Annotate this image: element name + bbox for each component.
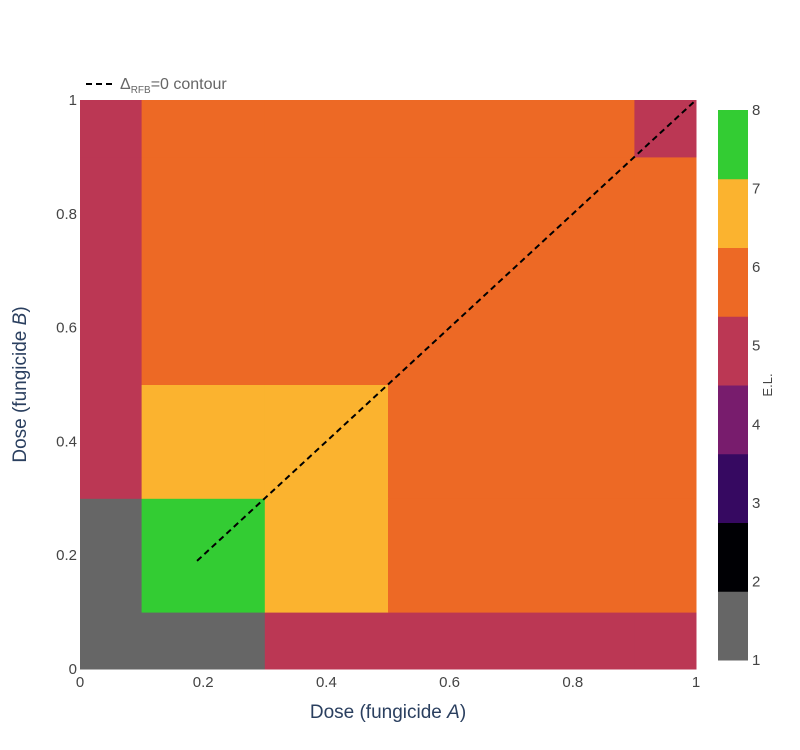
heatmap-cell bbox=[388, 100, 635, 158]
heatmap-cell bbox=[80, 384, 143, 499]
x-axis-ticks: 0 0.2 0.4 0.6 0.8 1 bbox=[76, 674, 700, 691]
x-tick-label: 1 bbox=[692, 674, 700, 691]
colorbar-tick-label: 2 bbox=[752, 573, 760, 590]
contour-line bbox=[196, 99, 697, 562]
heatmap-cell bbox=[80, 156, 143, 385]
heatmap-cell bbox=[264, 156, 389, 385]
x-tick-label: 0.6 bbox=[439, 674, 460, 691]
heatmap-cell bbox=[141, 100, 266, 158]
colorbar-tick-label: 4 bbox=[752, 416, 760, 433]
colorbar-segment bbox=[718, 110, 748, 180]
colorbar-tick-label: 5 bbox=[752, 338, 760, 355]
colorbar-segment bbox=[718, 522, 748, 592]
x-tick-label: 0.8 bbox=[562, 674, 583, 691]
colorbar-segment bbox=[718, 591, 748, 661]
colorbar-tick-label: 7 bbox=[752, 181, 760, 198]
heatmap-cell bbox=[264, 612, 389, 670]
heatmap-cell bbox=[141, 384, 266, 499]
colorbar-segment bbox=[718, 316, 748, 386]
y-tick-label: 0.6 bbox=[56, 320, 77, 337]
x-axis-label: Dose (fungicide A) bbox=[310, 702, 466, 723]
heatmap-cell bbox=[634, 384, 697, 499]
y-tick-label: 0 bbox=[69, 661, 77, 678]
colorbar-segment bbox=[718, 247, 748, 317]
contour-layer bbox=[196, 99, 697, 562]
heatmap-cell bbox=[388, 612, 635, 670]
heatmap-cell bbox=[634, 498, 697, 613]
y-tick-label: 0.8 bbox=[56, 206, 77, 223]
x-tick-label: 0.4 bbox=[316, 674, 337, 691]
y-axis-ticks: 0 0.2 0.4 0.6 0.8 1 bbox=[56, 92, 77, 678]
heatmap-cell bbox=[141, 612, 266, 670]
heatmap-cell bbox=[141, 156, 266, 385]
colorbar-segment bbox=[718, 453, 748, 523]
y-axis-label: Dose (fungicide B) bbox=[10, 306, 31, 462]
legend[interactable]: ΔRFB=0 contour bbox=[86, 76, 227, 96]
heatmap-cell bbox=[264, 498, 389, 613]
heatmap-cell bbox=[80, 100, 143, 158]
colorbar-tick-label: 1 bbox=[752, 652, 760, 669]
legend-label: ΔRFB=0 contour bbox=[120, 76, 227, 96]
heatmap-cell bbox=[388, 498, 635, 613]
heatmap-cell bbox=[634, 100, 697, 158]
colorbar-tick-label: 8 bbox=[752, 102, 760, 119]
y-tick-label: 0.4 bbox=[56, 433, 77, 450]
x-tick-label: 0.2 bbox=[193, 674, 214, 691]
y-tick-label: 1 bbox=[69, 92, 77, 109]
heatmap-cell bbox=[80, 612, 143, 670]
colorbar-tick-label: 6 bbox=[752, 259, 760, 276]
x-tick-label: 0 bbox=[76, 674, 84, 691]
colorbar-segment bbox=[718, 385, 748, 455]
colorbar-title: E.L. bbox=[760, 373, 775, 396]
colorbar-segment bbox=[718, 178, 748, 248]
y-tick-label: 0.2 bbox=[56, 547, 77, 564]
heatmap-cell bbox=[141, 498, 266, 613]
heatmap-cells bbox=[80, 100, 697, 670]
heatmap-cell bbox=[634, 612, 697, 670]
colorbar-tick-label: 3 bbox=[752, 495, 760, 512]
heatmap-cell bbox=[264, 100, 389, 158]
heatmap-cell bbox=[634, 156, 697, 385]
colorbar: 1 2 3 4 5 6 7 8 bbox=[718, 102, 760, 669]
heatmap-cell bbox=[80, 498, 143, 613]
heatmap-cell bbox=[388, 384, 635, 499]
